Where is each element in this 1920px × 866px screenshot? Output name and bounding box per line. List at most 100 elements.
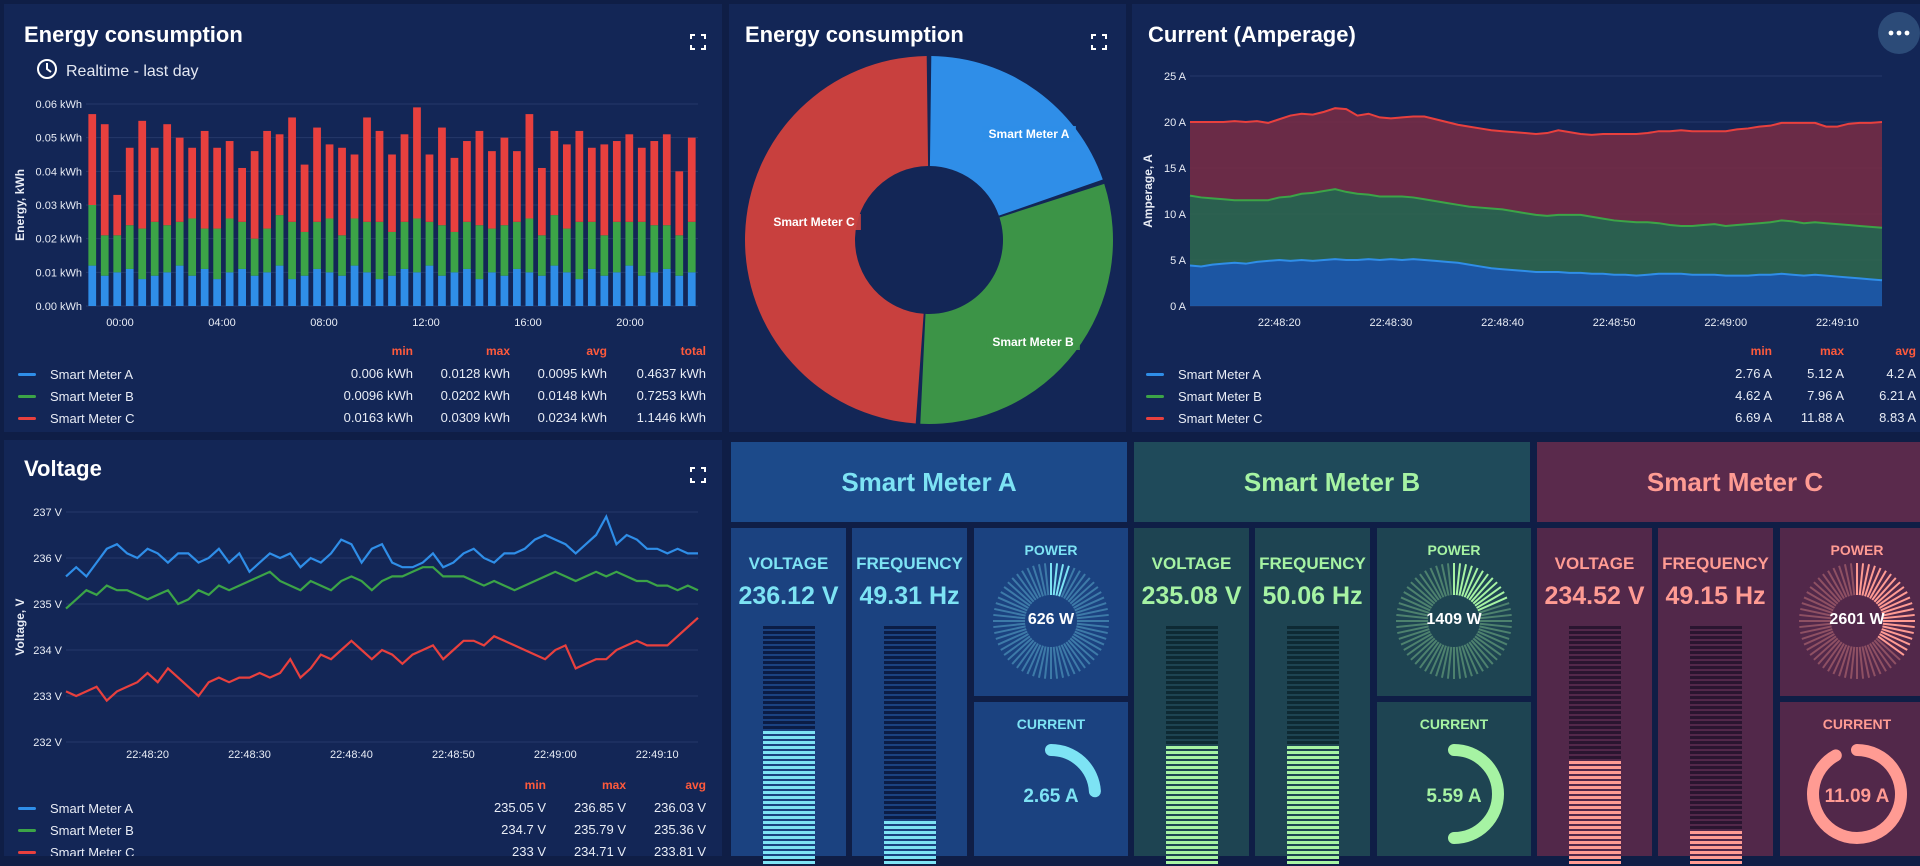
power-tick: [1861, 564, 1871, 596]
legend-value: 0.0234 kWh: [537, 410, 607, 425]
level-segment: [1166, 671, 1218, 674]
legend-item[interactable]: Smart Meter A: [18, 800, 133, 816]
power-tick: [1801, 602, 1833, 614]
level-segment: [1690, 776, 1742, 779]
bar: [113, 235, 122, 273]
x-tick-label: 12:00: [412, 317, 440, 329]
bar: [513, 268, 521, 306]
frequency-label: FREQUENCY: [1662, 554, 1769, 573]
power-tick: [1479, 613, 1512, 620]
fullscreen-icon[interactable]: [1091, 34, 1107, 50]
power-tick: [1058, 565, 1070, 597]
level-segment: [1287, 661, 1339, 664]
bar: [200, 228, 209, 269]
level-segment: [1569, 671, 1621, 674]
y-tick-label: 20 A: [1164, 117, 1187, 129]
power-tick: [1446, 563, 1453, 596]
bar: [313, 127, 321, 222]
level-segment: [1166, 696, 1218, 699]
power-tick: [1396, 613, 1429, 620]
legend-item[interactable]: Smart Meter B: [18, 822, 134, 838]
legend-header: min: [1750, 344, 1772, 358]
current-chart: 0 A 5 A 10 A 15 A 20 A 25 A Amperage, A 22:48:2…: [1141, 71, 1883, 329]
power-tick: [1016, 573, 1037, 601]
level-segment: [884, 701, 936, 704]
bar: [438, 127, 446, 226]
level-segment: [1287, 726, 1339, 729]
bar: [388, 275, 396, 306]
frequency-value: 49.31 Hz: [859, 582, 960, 610]
bar: [238, 167, 246, 222]
level-segment: [884, 646, 936, 649]
bar: [550, 130, 559, 216]
level-segment: [1166, 751, 1218, 754]
level-segment: [1166, 791, 1218, 794]
legend-item[interactable]: Smart Meter B: [18, 388, 134, 404]
level-segment: [1166, 626, 1218, 629]
legend-item[interactable]: Smart Meter A: [18, 366, 133, 382]
level-segment: [1287, 831, 1339, 834]
power-tick: [1440, 646, 1450, 678]
legend-item[interactable]: Smart Meter A: [1146, 366, 1261, 382]
power-tick: [1074, 596, 1105, 612]
level-segment: [1166, 681, 1218, 684]
level-segment: [1690, 771, 1742, 774]
level-segment: [1690, 656, 1742, 659]
bar: [100, 235, 109, 276]
bar: [163, 225, 172, 273]
power-tick: [1875, 581, 1901, 605]
voltage-title: Voltage: [24, 456, 102, 481]
level-segment: [1166, 641, 1218, 644]
level-segment: [1287, 696, 1339, 699]
energy-bar-card: Energy consumption Realtime - last day 0…: [4, 4, 722, 432]
bar: [325, 218, 334, 273]
level-segment: [1287, 756, 1339, 759]
level-segment: [763, 676, 815, 679]
power-tick: [1799, 613, 1832, 620]
y-tick-label: 235 V: [33, 599, 62, 611]
bar: [538, 167, 546, 236]
voltage-value: 234.52 V: [1544, 582, 1645, 610]
power-tick: [1813, 637, 1839, 661]
power-tick: [1396, 622, 1429, 629]
bar: [275, 215, 284, 266]
level-segment: [1690, 666, 1742, 669]
power-tile: POWER 1409 W: [1377, 528, 1531, 696]
level-segment: [1287, 781, 1339, 784]
power-tick: [1000, 633, 1029, 651]
legend-item[interactable]: Smart Meter C: [1146, 410, 1263, 426]
legend-item[interactable]: Smart Meter C: [18, 844, 135, 856]
level-segment: [1690, 661, 1742, 664]
y-tick-label: 237 V: [33, 507, 62, 519]
bar: [138, 279, 147, 306]
current-label: CURRENT: [1419, 716, 1489, 732]
power-tick: [1476, 633, 1505, 651]
bar: [250, 238, 259, 276]
voltage-value: 236.12 V: [738, 582, 839, 610]
power-tick: [1461, 565, 1473, 597]
power-tick: [1879, 633, 1908, 651]
level-segment: [763, 821, 815, 824]
fullscreen-icon[interactable]: [690, 467, 706, 483]
fullscreen-icon[interactable]: [690, 34, 706, 50]
legend-header: avg: [586, 344, 607, 358]
level-segment: [884, 781, 936, 784]
bar: [562, 228, 571, 273]
y-tick-label: 233 V: [33, 691, 62, 703]
x-tick-label: 22:48:50: [1593, 317, 1636, 329]
bar: [100, 275, 109, 306]
legend-item[interactable]: Smart Meter B: [1146, 388, 1262, 404]
power-tick: [1461, 645, 1473, 677]
level-segment: [1287, 731, 1339, 734]
time-range[interactable]: Realtime - last day: [36, 58, 199, 85]
level-segment: [1166, 801, 1218, 804]
power-tick: [1479, 607, 1511, 617]
more-options-button[interactable]: [1878, 12, 1920, 54]
level-segment: [1287, 776, 1339, 779]
power-tick: [1864, 645, 1876, 677]
legend-item[interactable]: Smart Meter C: [18, 410, 135, 426]
bar: [338, 235, 346, 276]
x-tick-label: 22:49:00: [534, 749, 577, 761]
power-value: 1409 W: [1426, 611, 1482, 628]
power-tick: [1074, 630, 1105, 646]
